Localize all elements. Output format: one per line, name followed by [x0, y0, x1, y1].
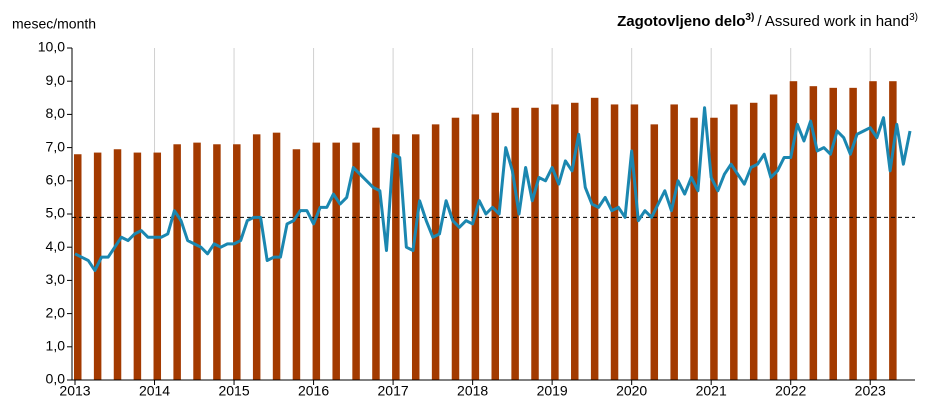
bar [471, 114, 480, 381]
x-tick-label: 2013 [59, 383, 90, 399]
bar [252, 134, 261, 380]
bar [372, 127, 380, 381]
title-sub: / Assured work in hand [757, 13, 909, 30]
bar [153, 152, 162, 380]
bar [213, 144, 221, 380]
bar [491, 112, 499, 381]
line [74, 106, 912, 272]
bar [789, 81, 798, 380]
y-tick-label: 1,0 [46, 338, 66, 354]
bar [809, 86, 818, 381]
bar [551, 104, 559, 380]
bar [332, 142, 340, 380]
bar [451, 117, 460, 380]
bar [829, 87, 837, 380]
x-tick-label: 2020 [616, 383, 647, 399]
x-tick-label: 2019 [537, 383, 568, 399]
y-tick-label: 0,0 [46, 371, 66, 387]
title-note: 3) [745, 12, 754, 23]
y-tick-label: 10,0 [38, 39, 65, 55]
x-tick-label: 2018 [457, 383, 488, 399]
title-note: 3) [909, 12, 918, 23]
x-tick-label: 2017 [378, 383, 409, 399]
y-tick-label: 6,0 [46, 172, 66, 188]
bar [710, 117, 718, 380]
y-axis-label: mesec/month [12, 16, 96, 32]
title-main: Zagotovljeno delo [617, 13, 745, 30]
y-tick-label: 9,0 [46, 72, 66, 88]
bar [571, 102, 579, 380]
bar [769, 94, 778, 380]
x-tick-label: 2021 [696, 383, 727, 399]
bar [352, 142, 360, 380]
y-tick-label: 2,0 [46, 304, 66, 320]
bar [292, 149, 301, 380]
bar [531, 107, 539, 380]
x-tick-label: 2014 [139, 383, 170, 399]
bar [411, 134, 420, 380]
y-tick-label: 7,0 [46, 138, 66, 154]
chart-title: Zagotovljeno delo3) / Assured work in han… [617, 12, 918, 30]
bar [511, 107, 519, 380]
bar [849, 87, 857, 380]
bar [113, 149, 122, 380]
bar [133, 152, 142, 380]
bar [431, 124, 440, 380]
bar [749, 102, 758, 380]
y-tick-label: 5,0 [46, 205, 66, 221]
bar [650, 124, 659, 380]
x-tick-label: 2016 [298, 383, 329, 399]
bar [590, 97, 599, 381]
bar [730, 104, 738, 380]
y-tick-label: 3,0 [46, 271, 66, 287]
x-tick-label: 2023 [855, 383, 886, 399]
bar [889, 81, 897, 380]
bar [610, 104, 619, 380]
x-tick-label: 2015 [218, 383, 249, 399]
bar [233, 144, 241, 380]
bar [173, 144, 181, 380]
bar [392, 134, 400, 380]
bar [193, 142, 201, 380]
bar [670, 104, 678, 380]
x-tick-label: 2022 [775, 383, 806, 399]
bar [74, 154, 82, 380]
y-tick-label: 4,0 [46, 238, 66, 254]
bar [630, 104, 639, 380]
bar [690, 117, 698, 380]
y-tick-label: 8,0 [46, 105, 66, 121]
bar [869, 81, 877, 380]
bar [312, 142, 321, 380]
